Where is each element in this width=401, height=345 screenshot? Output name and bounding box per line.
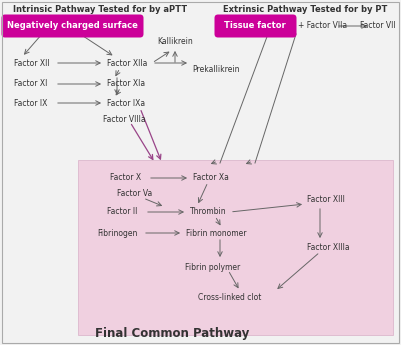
Text: Factor XIII: Factor XIII [307, 196, 345, 205]
Text: Factor XIa: Factor XIa [107, 79, 145, 89]
Text: Factor Va: Factor Va [117, 189, 152, 198]
Text: Factor VII: Factor VII [360, 21, 396, 30]
Text: Fibrin polymer: Fibrin polymer [185, 263, 240, 272]
Bar [78, 160, 393, 335]
Text: Factor Xa: Factor Xa [193, 174, 229, 183]
Text: Factor X: Factor X [110, 174, 141, 183]
Text: Tissue factor: Tissue factor [224, 21, 286, 30]
Text: Prekallikrein: Prekallikrein [192, 66, 239, 75]
Text: Negatively charged surface: Negatively charged surface [6, 21, 138, 30]
Text: Factor VIIIa: Factor VIIIa [103, 116, 146, 125]
Text: Factor XIIIa: Factor XIIIa [307, 244, 350, 253]
Text: Cross-linked clot: Cross-linked clot [198, 294, 261, 303]
Text: Factor IX: Factor IX [14, 99, 47, 108]
Text: Final Common Pathway: Final Common Pathway [95, 326, 249, 339]
Text: Factor IXa: Factor IXa [107, 99, 145, 108]
Text: Kallikrein: Kallikrein [157, 38, 193, 47]
Text: Thrombin: Thrombin [190, 207, 227, 217]
Text: Fibrin monomer: Fibrin monomer [186, 228, 247, 237]
Text: Factor XII: Factor XII [14, 59, 50, 68]
FancyBboxPatch shape [2, 14, 144, 38]
Text: Factor XIIa: Factor XIIa [107, 59, 148, 68]
Text: Factor XI: Factor XI [14, 79, 47, 89]
Text: Extrinsic Pathway Tested for by PT: Extrinsic Pathway Tested for by PT [223, 4, 387, 13]
Text: Factor II: Factor II [107, 207, 138, 217]
Text: Intrinsic Pathway Tested for by aPTT: Intrinsic Pathway Tested for by aPTT [13, 4, 187, 13]
Text: Fibrinogen: Fibrinogen [97, 228, 138, 237]
Text: + Factor VIIa: + Factor VIIa [298, 21, 347, 30]
FancyBboxPatch shape [215, 14, 296, 38]
